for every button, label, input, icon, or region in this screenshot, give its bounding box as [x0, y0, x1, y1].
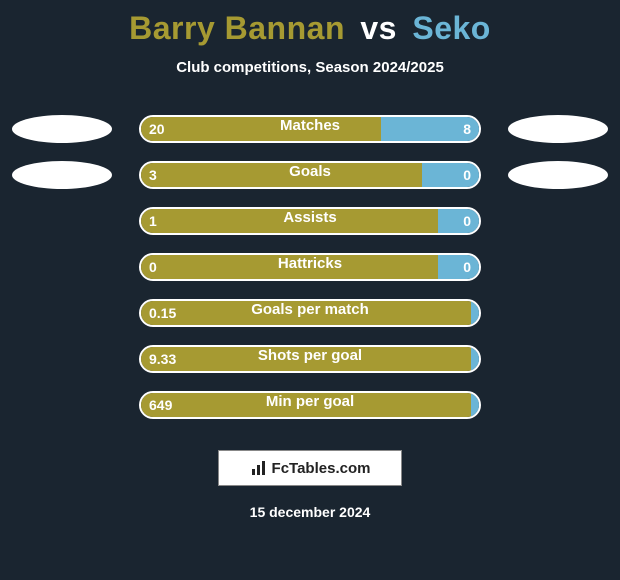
bar-right: 0 — [438, 255, 479, 279]
right-value: 0 — [463, 167, 471, 183]
brand-text: FcTables.com — [272, 460, 371, 477]
bar-left: 0 — [141, 255, 438, 279]
team-oval-right — [508, 161, 608, 189]
stat-row: 9.33Shots per goal — [0, 336, 620, 382]
right-value: 8 — [463, 121, 471, 137]
date-text: 15 december 2024 — [0, 504, 620, 520]
comparison-title: Barry Bannan vs Seko — [0, 0, 620, 47]
stat-row: 00Hattricks — [0, 244, 620, 290]
stats-chart: 208Matches30Goals10Assists00Hattricks0.1… — [0, 106, 620, 428]
bar-right: 0 — [422, 163, 479, 187]
vs-text: vs — [360, 10, 397, 46]
stat-row: 649Min per goal — [0, 382, 620, 428]
subtitle: Club competitions, Season 2024/2025 — [0, 59, 620, 76]
bar-left: 1 — [141, 209, 438, 233]
stat-bar: 649Min per goal — [139, 391, 481, 419]
bar-left: 3 — [141, 163, 422, 187]
left-value: 20 — [149, 121, 165, 137]
left-value: 0 — [149, 259, 157, 275]
player1-name: Barry Bannan — [129, 10, 345, 46]
stat-row: 208Matches — [0, 106, 620, 152]
team-oval-left — [12, 115, 112, 143]
team-oval-left — [12, 161, 112, 189]
player2-name: Seko — [412, 10, 490, 46]
bar-left: 20 — [141, 117, 381, 141]
stat-bar: 208Matches — [139, 115, 481, 143]
team-oval-right — [508, 115, 608, 143]
bar-right — [471, 347, 479, 371]
stat-bar: 00Hattricks — [139, 253, 481, 281]
stat-bar: 9.33Shots per goal — [139, 345, 481, 373]
stat-bar: 10Assists — [139, 207, 481, 235]
bar-right — [471, 301, 479, 325]
right-value: 0 — [463, 213, 471, 229]
bar-left: 0.15 — [141, 301, 471, 325]
left-value: 649 — [149, 397, 172, 413]
left-value: 1 — [149, 213, 157, 229]
left-value: 0.15 — [149, 305, 176, 321]
stat-bar: 0.15Goals per match — [139, 299, 481, 327]
stat-row: 30Goals — [0, 152, 620, 198]
left-value: 9.33 — [149, 351, 176, 367]
left-value: 3 — [149, 167, 157, 183]
bar-right — [471, 393, 479, 417]
bar-left: 9.33 — [141, 347, 471, 371]
bar-right: 8 — [381, 117, 479, 141]
bar-right: 0 — [438, 209, 479, 233]
brand-logo[interactable]: FcTables.com — [218, 450, 402, 486]
bar-left: 649 — [141, 393, 471, 417]
right-value: 0 — [463, 259, 471, 275]
stat-row: 0.15Goals per match — [0, 290, 620, 336]
chart-icon — [250, 459, 268, 477]
stat-row: 10Assists — [0, 198, 620, 244]
stat-bar: 30Goals — [139, 161, 481, 189]
